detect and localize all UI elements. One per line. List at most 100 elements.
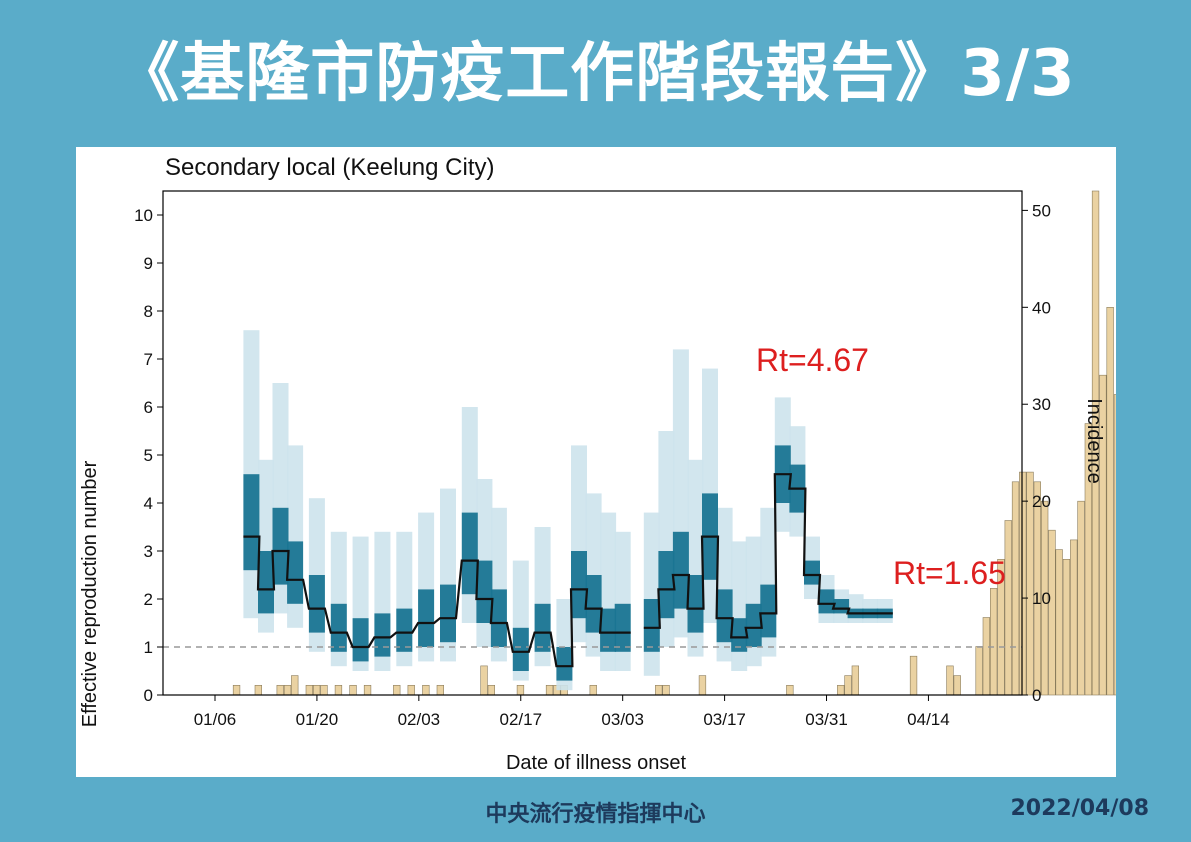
rt-mean-segment: [643, 473, 893, 639]
rt-ci50-band: [760, 584, 777, 638]
incidence-bar: [320, 684, 328, 696]
incidence-bar: [545, 684, 554, 696]
y-axis-label: Effective reproduction number: [79, 460, 101, 727]
incidence-bar: [989, 588, 998, 696]
rt-mean-line: [243, 473, 893, 668]
y-axis-ticks: 0 1 2 3 4 5 6 7 8 9 10: [134, 206, 163, 705]
rt-ci50-band: [731, 618, 748, 652]
incidence-bar: [1070, 539, 1078, 696]
y2-tick-label: 0: [1032, 686, 1041, 705]
annotation-rt-latest: Rt=1.65: [893, 555, 1006, 591]
rt-confidence-bands: [243, 330, 893, 691]
rt-ci50-band: [687, 575, 704, 633]
y2-tick-label: 30: [1032, 395, 1051, 414]
rt-ci50-band: [585, 575, 602, 633]
incidence-bar: [436, 684, 444, 696]
y-tick-label: 6: [144, 398, 153, 417]
y2-tick-label: 40: [1032, 298, 1051, 317]
rt-mean-segment: [243, 535, 631, 668]
rt-ci50-band: [818, 589, 835, 614]
incidence-bar: [953, 675, 961, 696]
incidence-bar: [982, 617, 990, 696]
x-tick-label: 04/14: [907, 710, 950, 729]
incidence-bar: [655, 684, 663, 696]
x-tick-label: 03/03: [601, 710, 644, 729]
y-tick-label: 3: [144, 542, 153, 561]
rt-ci50-band: [556, 647, 573, 681]
rt-ci50-band: [476, 560, 493, 623]
incidence-bar: [232, 684, 241, 696]
incidence-bar: [407, 684, 415, 696]
incidence-bar: [1091, 190, 1100, 696]
incidence-bar: [1004, 520, 1012, 696]
incidence-bar: [349, 684, 357, 696]
rt-ci50-band: [308, 575, 325, 633]
incidence-bar: [334, 684, 343, 696]
incidence-bar: [786, 684, 794, 696]
incidence-bar: [1040, 500, 1049, 696]
annotation-rt-peak: Rt=4.67: [756, 342, 869, 378]
incidence-bar: [1062, 558, 1071, 696]
x-tick-label: 02/17: [499, 710, 542, 729]
rt-ci50-band: [672, 531, 689, 609]
y-tick-label: 1: [144, 638, 153, 657]
rt-ci50-band: [396, 608, 413, 652]
incidence-bar: [1077, 500, 1085, 696]
incidence-bar: [1113, 394, 1116, 696]
incidence-bar: [844, 675, 852, 696]
incidence-bar: [363, 684, 372, 696]
rt-ci50-band: [745, 603, 762, 647]
incidence-bar: [291, 675, 299, 696]
incidence-bar: [1099, 374, 1107, 696]
x-tick-label: 01/20: [296, 710, 339, 729]
incidence-bar: [254, 684, 262, 696]
incidence-bar: [589, 684, 597, 696]
x-tick-label: 01/06: [194, 710, 237, 729]
incidence-bar: [975, 646, 983, 696]
y-tick-label: 5: [144, 446, 153, 465]
plot-frame: [162, 190, 1023, 696]
incidence-bars: [232, 190, 1116, 696]
rt-ci50-band: [534, 603, 551, 652]
chart-panel: 0 1 2 3 4 5 6 7 8 9 10 0 10 20 30 40 50 01/06 01/20 02/03…: [76, 147, 1116, 777]
rt-ci50-band: [571, 551, 587, 619]
x-axis-label: Date of illness onset: [506, 752, 687, 774]
y-tick-label: 10: [134, 206, 153, 225]
incidence-bar: [1084, 423, 1092, 696]
footer-org: 中央流行疫情指揮中心: [485, 802, 706, 827]
rt-ci50-band: [833, 599, 850, 614]
incidence-bar: [393, 684, 401, 696]
rt-ci50-band: [352, 618, 369, 662]
rt-ci50-band: [804, 560, 820, 585]
rt-ci50-band: [330, 603, 347, 652]
rt-ci50-band: [600, 608, 617, 652]
rt-ci50-band: [490, 589, 507, 647]
rt-chart: 0 1 2 3 4 5 6 7 8 9 10 0 10 20 30 40 50 01/06 01/20 02/03…: [79, 154, 1116, 774]
incidence-bar: [909, 655, 918, 696]
incidence-bar: [1055, 549, 1063, 696]
incidence-bar: [837, 684, 845, 696]
incidence-bar: [1011, 481, 1020, 696]
x-tick-label: 02/03: [398, 710, 441, 729]
y2-tick-label: 50: [1032, 201, 1051, 220]
incidence-bar: [1106, 307, 1114, 696]
incidence-bar: [305, 684, 313, 696]
y-tick-label: 9: [144, 254, 153, 273]
incidence-bar: [313, 684, 321, 696]
incidence-bar: [516, 684, 525, 696]
incidence-bar: [1019, 471, 1027, 696]
y-tick-label: 0: [144, 686, 153, 705]
rt-ci50-band: [258, 551, 274, 614]
y2-axis-ticks: 0 10 20 30 40 50: [1022, 201, 1051, 705]
rt-ci50-band: [614, 603, 631, 652]
rt-ci50-band: [440, 584, 456, 643]
incidence-bar: [1026, 471, 1034, 696]
rt-ci50-band: [716, 589, 733, 643]
rt-ci50-band: [272, 507, 289, 585]
rt-ci50-band: [243, 474, 260, 571]
incidence-bar: [283, 684, 292, 696]
rt-ci50-band: [512, 627, 529, 671]
incidence-bar: [1033, 481, 1041, 696]
incidence-bar: [1048, 529, 1056, 696]
rt-ci50-band: [658, 551, 675, 619]
